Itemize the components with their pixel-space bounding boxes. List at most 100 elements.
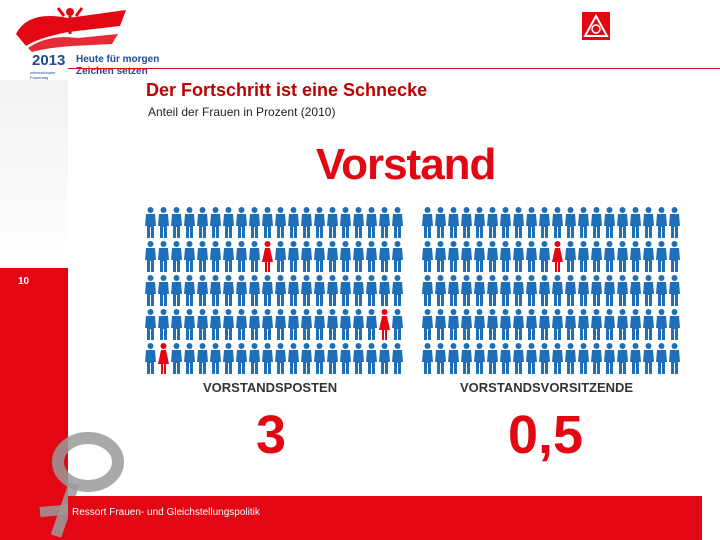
man-figure-icon: [236, 343, 247, 374]
man-figure-icon: [526, 309, 537, 340]
man-figure-icon: [487, 275, 498, 306]
man-figure-icon: [184, 275, 195, 306]
man-figure-icon: [275, 309, 286, 340]
man-figure-icon: [301, 309, 312, 340]
man-figure-icon: [392, 343, 403, 374]
man-figure-icon: [145, 309, 156, 340]
man-figure-icon: [340, 241, 351, 272]
man-figure-icon: [184, 309, 195, 340]
man-figure-icon: [578, 309, 589, 340]
man-figure-icon: [327, 309, 338, 340]
man-figure-icon: [539, 241, 550, 272]
man-figure-icon: [461, 343, 472, 374]
man-figure-icon: [262, 275, 273, 306]
man-figure-icon: [210, 207, 221, 238]
logo-small-text: Internationaler Frauentag: [30, 70, 56, 80]
man-figure-icon: [435, 275, 446, 306]
man-figure-icon: [591, 343, 602, 374]
man-figure-icon: [327, 241, 338, 272]
man-figure-icon: [617, 309, 628, 340]
man-figure-icon: [210, 343, 221, 374]
man-figure-icon: [158, 241, 169, 272]
man-figure-icon: [366, 207, 377, 238]
slide-number: 10: [18, 276, 30, 287]
man-figure-icon: [539, 343, 550, 374]
man-figure-icon: [171, 309, 182, 340]
man-figure-icon: [223, 309, 234, 340]
woman-figure-icon: [262, 241, 273, 272]
man-figure-icon: [526, 343, 537, 374]
man-figure-icon: [379, 343, 390, 374]
logo-banner-icon: [16, 7, 126, 52]
man-figure-icon: [656, 343, 667, 374]
man-figure-icon: [461, 207, 472, 238]
man-figure-icon: [448, 275, 459, 306]
man-figure-icon: [526, 207, 537, 238]
man-figure-icon: [158, 207, 169, 238]
man-figure-icon: [184, 241, 195, 272]
man-figure-icon: [223, 207, 234, 238]
man-figure-icon: [353, 275, 364, 306]
man-figure-icon: [327, 275, 338, 306]
man-figure-icon: [210, 309, 221, 340]
man-figure-icon: [578, 275, 589, 306]
footer-text: Ressort Frauen- und Gleichstellungspolit…: [72, 507, 260, 518]
man-figure-icon: [422, 207, 433, 238]
man-figure-icon: [392, 207, 403, 238]
man-figure-icon: [236, 275, 247, 306]
man-figure-icon: [552, 309, 563, 340]
man-figure-icon: [591, 241, 602, 272]
man-figure-icon: [604, 241, 615, 272]
man-figure-icon: [145, 241, 156, 272]
man-figure-icon: [158, 309, 169, 340]
man-figure-icon: [474, 207, 485, 238]
man-figure-icon: [591, 275, 602, 306]
man-figure-icon: [249, 275, 260, 306]
man-figure-icon: [565, 241, 576, 272]
man-figure-icon: [617, 241, 628, 272]
man-figure-icon: [340, 343, 351, 374]
logo-slogan-line2: Zeichen setzen: [76, 66, 148, 77]
logo-year: 2013: [32, 52, 66, 69]
man-figure-icon: [513, 275, 524, 306]
man-figure-icon: [197, 241, 208, 272]
man-figure-icon: [249, 309, 260, 340]
man-figure-icon: [578, 207, 589, 238]
man-figure-icon: [392, 309, 403, 340]
man-figure-icon: [435, 309, 446, 340]
slide-title: Der Fortschritt ist eine Schnecke: [146, 80, 428, 100]
man-figure-icon: [500, 343, 511, 374]
man-figure-icon: [275, 241, 286, 272]
man-figure-icon: [197, 309, 208, 340]
man-figure-icon: [513, 207, 524, 238]
man-figure-icon: [435, 207, 446, 238]
man-figure-icon: [223, 343, 234, 374]
man-figure-icon: [158, 275, 169, 306]
man-figure-icon: [539, 207, 550, 238]
man-figure-icon: [552, 275, 563, 306]
man-figure-icon: [474, 309, 485, 340]
man-figure-icon: [656, 309, 667, 340]
man-figure-icon: [145, 207, 156, 238]
man-figure-icon: [223, 275, 234, 306]
header-rule: [68, 68, 720, 69]
man-figure-icon: [171, 241, 182, 272]
man-figure-icon: [392, 275, 403, 306]
man-figure-icon: [500, 207, 511, 238]
man-figure-icon: [461, 309, 472, 340]
man-figure-icon: [422, 309, 433, 340]
pictogram-grid-vorstandsvorsitzende: [421, 206, 681, 376]
man-figure-icon: [288, 241, 299, 272]
man-figure-icon: [474, 275, 485, 306]
man-figure-icon: [288, 343, 299, 374]
man-figure-icon: [422, 275, 433, 306]
man-figure-icon: [236, 241, 247, 272]
man-figure-icon: [275, 275, 286, 306]
man-figure-icon: [340, 207, 351, 238]
man-figure-icon: [643, 309, 654, 340]
man-figure-icon: [236, 207, 247, 238]
man-figure-icon: [314, 343, 325, 374]
man-figure-icon: [669, 241, 680, 272]
man-figure-icon: [223, 241, 234, 272]
man-figure-icon: [171, 207, 182, 238]
